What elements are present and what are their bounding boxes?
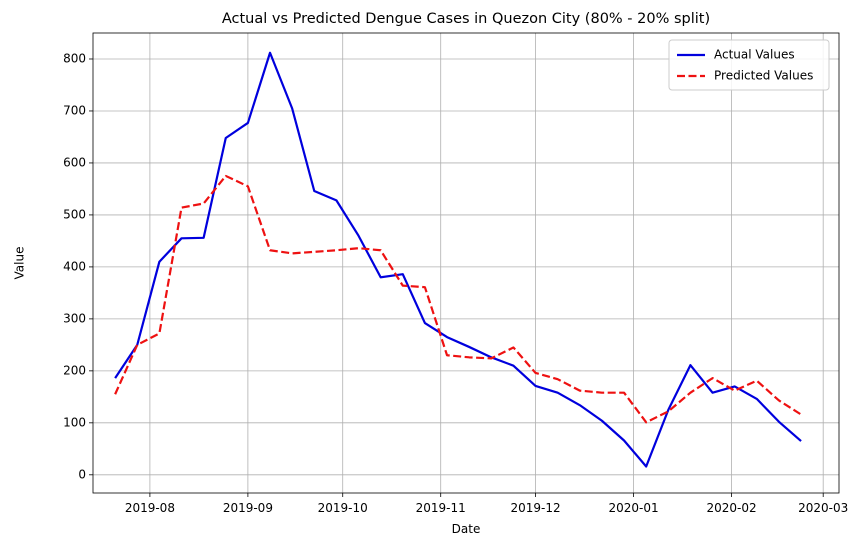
- y-tick-label: 100: [63, 415, 86, 429]
- y-axis-label: Value: [13, 247, 27, 280]
- x-tick-label: 2019-12: [510, 501, 560, 515]
- chart-title: Actual vs Predicted Dengue Cases in Quez…: [222, 11, 710, 27]
- predicted-values-line: [114, 174, 802, 424]
- y-tick-label: 300: [63, 311, 86, 325]
- x-tick-label: 2020-03: [798, 501, 848, 515]
- x-tick-label: 2019-09: [223, 501, 273, 515]
- actual-values-line: [114, 51, 802, 468]
- y-tick-label: 200: [63, 363, 86, 377]
- x-tick-label: 2019-10: [318, 501, 368, 515]
- y-tick-label: 500: [63, 207, 86, 221]
- x-axis-label: Date: [452, 522, 481, 536]
- legend: Actual Values Predicted Values: [668, 39, 830, 91]
- x-tick-label: 2020-01: [608, 501, 658, 515]
- y-tick-label: 700: [63, 103, 86, 117]
- legend-box: [668, 39, 830, 91]
- x-tick-label: 2020-02: [706, 501, 756, 515]
- y-tick-label: 600: [63, 155, 86, 169]
- gridlines: [93, 33, 839, 493]
- y-tick-label: 400: [63, 259, 86, 273]
- y-tick-label: 800: [63, 51, 86, 65]
- y-axis-ticks: 0 100 200 300 400 500 600 700 800: [63, 51, 93, 481]
- x-axis-ticks: 2019-08 2019-09 2019-10 2019-11 2019-12 2020-…: [125, 493, 848, 515]
- legend-label: Actual Values: [714, 48, 795, 62]
- plot-frame: [92, 32, 840, 494]
- y-tick-label: 0: [78, 467, 86, 481]
- series-lines: [114, 51, 802, 468]
- x-tick-label: 2019-11: [416, 501, 466, 515]
- legend-label: Predicted Values: [714, 69, 813, 83]
- x-tick-label: 2019-08: [125, 501, 175, 515]
